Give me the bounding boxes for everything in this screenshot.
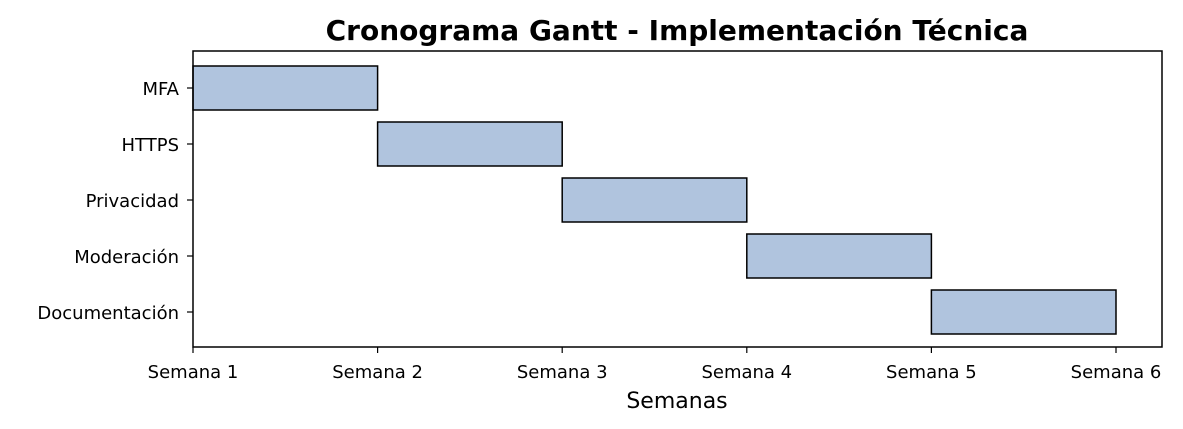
y-tick-label-mfa: MFA: [142, 79, 179, 100]
x-tick-label-6: Semana 6: [1071, 362, 1162, 383]
x-tick-label-2: Semana 2: [332, 362, 423, 383]
x-axis-ticks: Semana 1 Semana 2 Semana 3 Semana 4 Semana 5…: [148, 347, 1162, 383]
gantt-bar-privacidad: [561, 177, 748, 223]
y-tick-label-documentacion: Documentación: [37, 303, 179, 324]
gantt-bar-mfa: [192, 65, 379, 111]
y-tick-label-https: HTTPS: [122, 135, 180, 156]
x-tick-label-1: Semana 1: [148, 362, 239, 383]
x-tick-label-5: Semana 5: [886, 362, 977, 383]
gantt-bar-moderacion: [746, 233, 933, 279]
y-tick-label-privacidad: Privacidad: [86, 191, 179, 212]
x-tick-label-4: Semana 4: [701, 362, 792, 383]
gantt-bar-documentacion: [930, 289, 1117, 335]
y-tick-label-moderacion: Moderación: [74, 247, 179, 268]
x-tick-label-3: Semana 3: [517, 362, 608, 383]
x-axis-label: Semanas: [626, 389, 727, 414]
chart-title: Cronograma Gantt - Implementación Técnic…: [326, 14, 1029, 47]
plot-frame: [192, 50, 1163, 348]
gantt-bar-https: [376, 121, 563, 167]
bars-group: [192, 65, 1117, 335]
y-axis-ticks: MFA HTTPS Privacidad Moderación Documentació…: [37, 79, 193, 324]
